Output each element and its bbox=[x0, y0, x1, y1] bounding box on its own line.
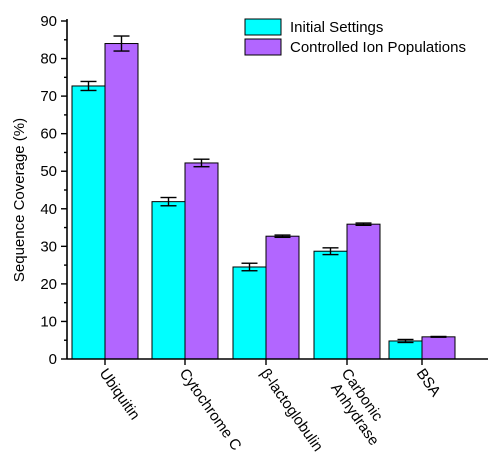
y-tick-label: 20 bbox=[40, 276, 57, 293]
bars-layer bbox=[71, 35, 456, 360]
y-tick-label: 80 bbox=[40, 51, 57, 68]
x-category-label-1: Cytochrome C bbox=[176, 366, 245, 454]
x-category-label-line: BSA bbox=[413, 366, 444, 400]
y-tick-label: 30 bbox=[40, 238, 57, 255]
y-tick-label: 40 bbox=[40, 201, 57, 218]
legend-label-initial-settings: Initial Settings bbox=[290, 19, 383, 36]
bar-initial-3 bbox=[313, 250, 348, 360]
y-tick-label: 60 bbox=[40, 126, 57, 143]
y-tick-label: 0 bbox=[49, 351, 57, 368]
bar-controlled-1 bbox=[184, 162, 219, 360]
y-tick-label: 90 bbox=[40, 13, 57, 30]
y-axis-title: Sequence Coverage (%) bbox=[11, 118, 28, 282]
x-category-label-line: β-lactoglobulin bbox=[257, 366, 327, 455]
bar-initial-2 bbox=[232, 266, 267, 360]
x-category-label-line: Cytochrome C bbox=[176, 366, 245, 454]
legend-swatch-initial-settings bbox=[244, 18, 282, 36]
bar-initial-1 bbox=[151, 201, 186, 360]
bar-controlled-3 bbox=[346, 223, 381, 360]
x-category-label-line: Ubiquitin bbox=[96, 366, 143, 424]
x-category-label-3: CarbonicAnhydrase bbox=[324, 366, 396, 449]
y-tick-label: 70 bbox=[40, 88, 57, 105]
x-category-label-0: Ubiquitin bbox=[96, 366, 143, 424]
legend-label-controlled-ion-populations: Controlled Ion Populations bbox=[290, 39, 466, 56]
legend: Initial Settings Controlled Ion Populati… bbox=[244, 18, 466, 56]
x-category-label-4: BSA bbox=[413, 366, 444, 400]
bar-initial-0 bbox=[71, 85, 106, 360]
y-tick-label: 50 bbox=[40, 163, 57, 180]
x-category-label-2: β-lactoglobulin bbox=[257, 366, 327, 455]
bar-initial-4 bbox=[388, 340, 423, 360]
y-ticks: 0 10 20 30 40 50 60 70 80 90 bbox=[40, 13, 67, 368]
bar-controlled-0 bbox=[104, 43, 139, 360]
bar-controlled-2 bbox=[265, 235, 300, 360]
bar-controlled-4 bbox=[421, 336, 456, 360]
legend-swatch-controlled-ion-populations bbox=[244, 38, 282, 56]
y-tick-label: 10 bbox=[40, 313, 57, 330]
